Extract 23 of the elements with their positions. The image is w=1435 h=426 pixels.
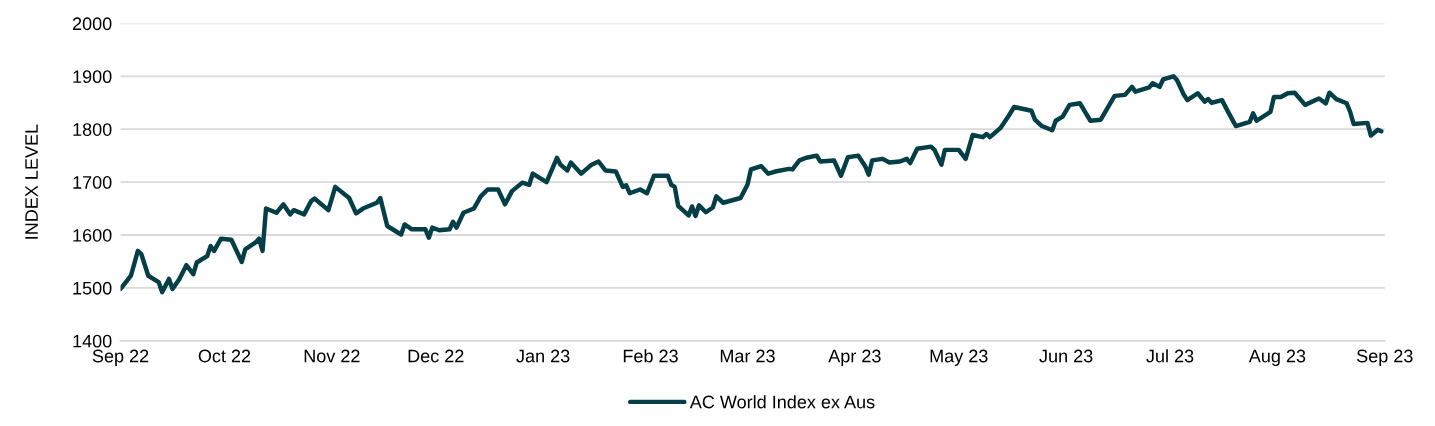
x-tick-label: Jun 23	[1039, 349, 1093, 363]
x-tick-label: Sep 22	[92, 349, 149, 366]
y-tick-label: 1700	[73, 176, 112, 189]
x-tick-label: Feb 23	[623, 349, 678, 363]
x-tick-label: Aug 23	[1248, 349, 1306, 366]
x-tick-label: Jul 23	[1146, 349, 1194, 363]
legend-label: AC World Index ex Aus	[689, 395, 875, 409]
y-tick-label: 1800	[73, 123, 112, 136]
x-tick-label: Apr 23	[828, 349, 881, 366]
x-tick-label: Nov 22	[304, 349, 360, 363]
y-tick-label: 1500	[73, 281, 112, 295]
y-axis-title: INDEX LEVEL	[25, 124, 38, 239]
x-tick-label: Oct 22	[198, 349, 251, 363]
y-tick-label: 2000	[72, 17, 112, 31]
x-tick-label: Sep 23	[1356, 349, 1413, 366]
x-tick-label: Mar 23	[720, 349, 775, 363]
line-series	[120, 74, 1384, 295]
y-tick-label: 1400	[73, 334, 112, 348]
x-tick-label: Dec 22	[408, 349, 464, 363]
y-tick-label: 1900	[73, 70, 112, 84]
y-tick-label: 1600	[73, 228, 112, 242]
x-tick-label: Jan 23	[516, 349, 570, 363]
x-tick-label: May 23	[930, 349, 988, 366]
